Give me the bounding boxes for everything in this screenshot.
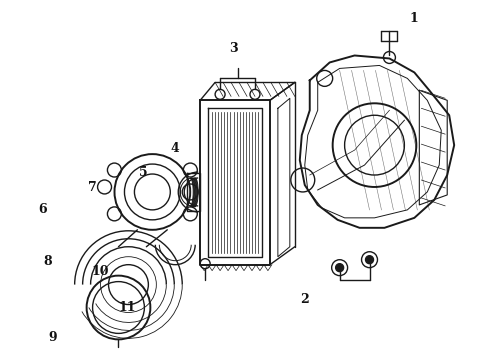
Circle shape (366, 256, 373, 264)
Text: 9: 9 (49, 331, 57, 344)
Text: 3: 3 (229, 42, 237, 55)
Text: 5: 5 (139, 166, 147, 179)
Text: 1: 1 (410, 12, 419, 25)
Text: 6: 6 (39, 203, 47, 216)
Text: 4: 4 (171, 141, 180, 155)
Circle shape (336, 264, 343, 272)
Text: 2: 2 (300, 293, 309, 306)
Text: 11: 11 (119, 301, 136, 314)
Text: 7: 7 (88, 181, 97, 194)
Text: 10: 10 (92, 265, 109, 278)
Text: 8: 8 (44, 255, 52, 268)
